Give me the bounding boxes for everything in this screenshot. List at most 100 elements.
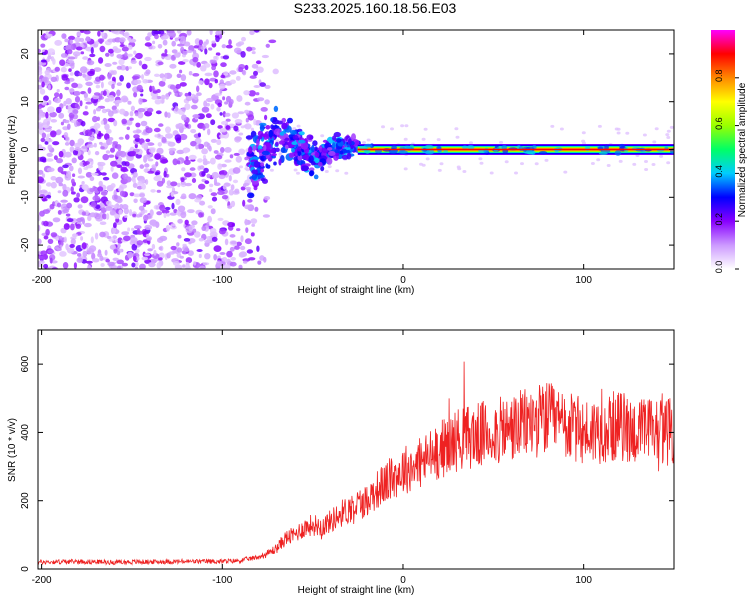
- heatmap-blob: [229, 246, 235, 252]
- heatmap-blob: [257, 97, 265, 102]
- heatmap-blob: [138, 205, 145, 211]
- heatmap-blob: [52, 58, 56, 65]
- heatmap-blob: [84, 97, 91, 102]
- heatmap-blob: [66, 247, 75, 254]
- heatmap-blob: [85, 37, 91, 42]
- heatmap-blob: [616, 127, 621, 131]
- heatmap-blob: [64, 86, 70, 91]
- heatmap-blob: [158, 246, 162, 251]
- heatmap-blob: [197, 158, 203, 163]
- heatmap-blob: [155, 174, 162, 181]
- heatmap-blob: [246, 249, 254, 254]
- heatmap-blob: [55, 176, 64, 184]
- heatmap-blob: [133, 79, 142, 85]
- heatmap-blob: [174, 92, 178, 97]
- heatmap-blob: [81, 211, 87, 216]
- heatmap-blob: [148, 261, 156, 268]
- heatmap-blob: [84, 105, 88, 110]
- heatmap-blob: [55, 106, 62, 114]
- heatmap-blob: [174, 37, 179, 42]
- heatmap-blob: [119, 44, 125, 47]
- heatmap-blob: [83, 92, 88, 99]
- heatmap-blob: [85, 81, 93, 87]
- heatmap-blob: [296, 124, 301, 128]
- heatmap-blob: [526, 149, 533, 155]
- heatmap-blob: [244, 218, 248, 226]
- heatmap-blob: [239, 165, 243, 169]
- heatmap-blob: [84, 129, 93, 137]
- heatmap-blob: [181, 114, 187, 121]
- heatmap-blob: [59, 59, 66, 66]
- heatmap-blob: [264, 99, 270, 105]
- heatmap-blob: [108, 238, 115, 242]
- heatmap-blob: [198, 183, 206, 190]
- heatmap-blob: [131, 262, 136, 268]
- heatmap-blob: [72, 233, 78, 237]
- heatmap-blob: [187, 209, 195, 214]
- heatmap-blob: [217, 217, 224, 221]
- heatmap-blob: [122, 173, 128, 180]
- heatmap-blob: [229, 99, 234, 105]
- heatmap-blob: [185, 226, 193, 230]
- heatmap-blob: [211, 236, 218, 242]
- heatmap-blob: [220, 62, 227, 68]
- heatmap-blob: [110, 147, 115, 153]
- heatmap-blob: [144, 56, 152, 62]
- heatmap-blob: [334, 152, 340, 157]
- heatmap-blob: [196, 61, 202, 68]
- heatmap-blob: [85, 260, 93, 264]
- heatmap-blob: [101, 213, 107, 220]
- heatmap-blob: [265, 43, 270, 48]
- heatmap-blob: [77, 141, 84, 146]
- heatmap-blob: [211, 65, 217, 71]
- heatmap-blob: [501, 144, 508, 150]
- heatmap-blob: [110, 183, 116, 189]
- heatmap-blob: [132, 213, 137, 217]
- heatmap-blob: [109, 209, 116, 216]
- heatmap-blob: [217, 190, 225, 195]
- heatmap-blob: [243, 90, 250, 96]
- heatmap-blob: [86, 144, 95, 148]
- snr-x-ticks: -200 -100 0 100: [32, 330, 592, 586]
- heatmap-blob: [559, 127, 564, 131]
- heatmap-blob: [49, 203, 55, 210]
- heatmap-blob: [275, 139, 280, 143]
- heatmap-blob: [146, 142, 155, 146]
- heatmap-blob: [93, 92, 101, 96]
- heatmap-blob: [281, 122, 288, 130]
- heatmap-blob: [50, 181, 57, 189]
- heatmap-blob: [114, 213, 121, 220]
- heatmap-blob: [277, 120, 283, 125]
- heatmap-blob: [176, 149, 185, 155]
- heatmap-blob: [216, 139, 222, 146]
- heatmap-blob: [228, 189, 234, 196]
- heatmap-blob: [100, 81, 104, 89]
- heatmap-blob: [72, 51, 81, 57]
- heatmap-blob: [240, 125, 245, 129]
- heatmap-blob: [65, 213, 71, 217]
- snr-y-tick-label: 200: [20, 492, 31, 509]
- heatmap-blob: [140, 93, 144, 97]
- heatmap-blob: [108, 48, 114, 54]
- heatmap-blob: [165, 224, 170, 232]
- heatmap-blob: [344, 171, 349, 175]
- heatmap-blob: [133, 171, 138, 178]
- heatmap-blob: [41, 173, 46, 178]
- heatmap-blob: [320, 134, 325, 138]
- heatmap-blob: [47, 48, 56, 56]
- heatmap-blob: [169, 84, 176, 90]
- heatmap-blob: [77, 253, 82, 257]
- heatmap-blob: [62, 209, 69, 214]
- heatmap-blob: [219, 252, 226, 255]
- heatmap-blob: [180, 195, 187, 200]
- heatmap-blob: [80, 51, 85, 55]
- heatmap-blob: [147, 158, 154, 162]
- heatmap-blob: [54, 92, 60, 98]
- heatmap-blob: [67, 123, 71, 130]
- heatmap-blob: [132, 255, 137, 262]
- heatmap-blob: [232, 179, 239, 184]
- heatmap-blob: [190, 140, 197, 147]
- heatmap-blob: [63, 46, 72, 50]
- heatmap-blob: [116, 82, 122, 86]
- heatmap-blob: [107, 154, 115, 158]
